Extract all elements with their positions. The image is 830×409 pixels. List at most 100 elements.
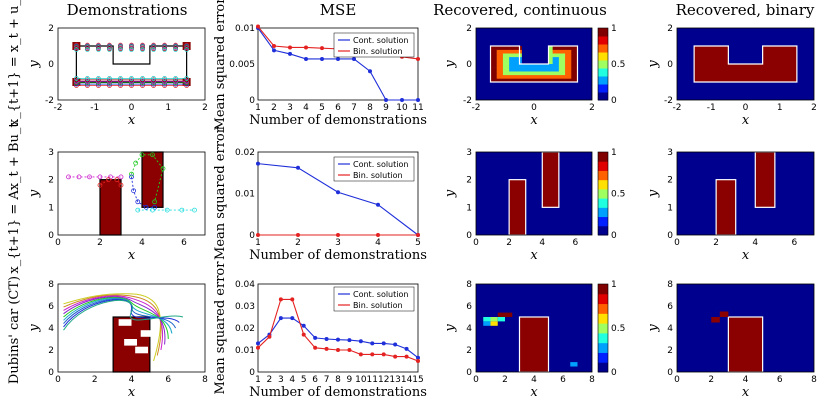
mse-xtick: 1 — [255, 238, 261, 248]
mse-xtick: 12 — [378, 375, 389, 385]
demo-point — [118, 47, 123, 52]
colorbar-tick: 0 — [611, 96, 617, 106]
mse-point — [278, 316, 283, 321]
mse-ytick: 0 — [249, 368, 255, 378]
mse-xtick: 13 — [389, 375, 400, 385]
mse-point — [393, 342, 398, 347]
bin-obstacle — [727, 316, 764, 373]
mse-ytick: 0.01 — [235, 346, 255, 356]
demo-point — [140, 78, 145, 84]
cont-ytick: 2 — [466, 24, 472, 34]
bin-ytick: 3 — [667, 148, 673, 158]
mse-xtick: 5 — [319, 103, 325, 113]
colorbar-segment — [598, 332, 608, 344]
cont-cell — [571, 67, 578, 72]
cont-cell — [552, 78, 560, 83]
mse-xtick: 3 — [335, 238, 341, 248]
cont-cell — [490, 321, 498, 326]
mse-point — [347, 348, 352, 352]
demo-point — [151, 47, 156, 52]
mse-ytick: 0.02 — [235, 148, 255, 158]
mse-point — [256, 233, 260, 237]
cont-cell — [496, 71, 504, 76]
bin-obstacle — [754, 151, 776, 208]
mse-point — [384, 98, 388, 102]
bin-xlabel: x — [742, 113, 750, 128]
mse-point — [336, 337, 340, 342]
mse-frame-2 — [257, 283, 419, 373]
cont-cell — [552, 71, 560, 76]
cont-cell — [565, 71, 572, 76]
mse-point — [304, 45, 308, 50]
colorbar-tick: 1 — [611, 280, 617, 290]
cont-cell — [546, 67, 553, 72]
colorbar-segment — [598, 170, 608, 181]
cont-cell — [540, 71, 547, 76]
demo-trajectory — [63, 294, 162, 356]
mse-point — [336, 348, 340, 352]
demo-point — [107, 78, 112, 84]
mse-point — [288, 45, 292, 50]
cont-cell — [552, 67, 560, 72]
demo-point — [129, 78, 134, 84]
mse-xtick: 5 — [415, 238, 421, 248]
cont-obstacle — [508, 179, 527, 236]
cont-cell — [558, 46, 566, 50]
cont-ytick: 2 — [466, 346, 472, 356]
cont-cell — [490, 317, 498, 322]
mse-point — [336, 233, 340, 237]
cont-cell — [546, 74, 553, 79]
demo-point — [160, 166, 166, 172]
cont-obstacle — [518, 316, 550, 373]
mse-point — [313, 335, 318, 340]
cont-obstacle-outline — [489, 45, 579, 83]
cont-cell — [515, 74, 522, 79]
demo-point — [131, 188, 137, 194]
mse-xtick: 11 — [367, 375, 378, 385]
cont-cell — [502, 56, 510, 61]
colorbar-segment — [598, 76, 608, 85]
cont-xtick: 0 — [531, 103, 537, 113]
demo-point — [140, 76, 145, 81]
demo-trajectory — [131, 176, 155, 208]
demo-0-frame — [57, 27, 206, 101]
cont-ylabel: y — [443, 324, 458, 333]
demo-free-cell — [124, 339, 138, 346]
cont-xtick: -2 — [472, 103, 481, 113]
cont-cell — [521, 78, 529, 83]
demo-2-xtick: 8 — [202, 375, 208, 385]
demo-point — [74, 77, 79, 83]
cont-cell — [490, 78, 498, 83]
cont-cell — [509, 78, 516, 83]
cont-cell — [552, 53, 560, 58]
cont-xtick: 2 — [502, 375, 508, 385]
mse-point — [272, 48, 276, 53]
demo-trajectory — [99, 179, 122, 186]
mse-point — [256, 161, 260, 166]
demo-1-xlabel: x — [128, 248, 136, 263]
bin-xlabel: x — [742, 385, 750, 400]
mse-ylabel: Mean squared error — [213, 0, 228, 130]
demo-point — [129, 174, 134, 180]
mse-point — [272, 44, 276, 48]
cont-cell — [490, 60, 498, 65]
demo-point — [162, 47, 167, 52]
mse-ytick: 0.03 — [235, 302, 255, 312]
mse-ytick: 0.005 — [229, 60, 255, 70]
demo-point — [184, 77, 189, 83]
demo-point — [173, 78, 178, 84]
mse-point — [358, 352, 363, 357]
demo-free-cell — [135, 346, 149, 354]
cont-cell — [515, 53, 522, 58]
bin-ytick: 0 — [667, 231, 673, 241]
colorbar-frame — [597, 27, 609, 101]
mse-ylabel: Mean squared error — [213, 261, 228, 395]
row-label-0: x_{t+1} = x_t + u_t — [7, 0, 22, 126]
bin-xtick: 4 — [752, 238, 758, 248]
cont-cell — [521, 74, 529, 79]
demo-point — [140, 47, 145, 52]
demo-1-ytick: 0 — [48, 231, 54, 241]
mse-point — [416, 56, 420, 61]
cont-ytick: 3 — [466, 148, 472, 158]
bin-xtick: -1 — [707, 103, 716, 113]
